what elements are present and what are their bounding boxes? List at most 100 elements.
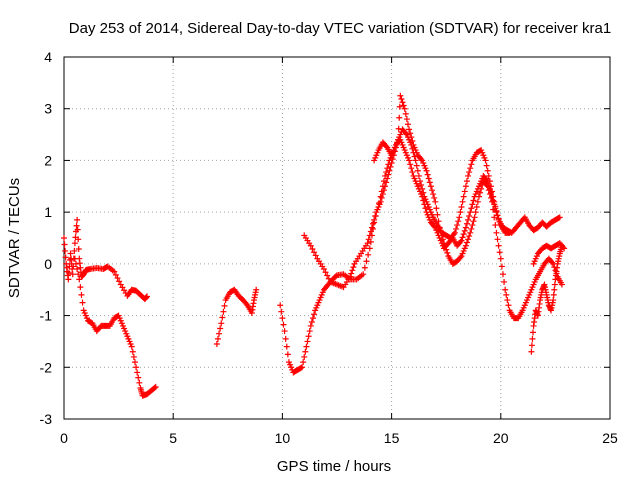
data-point xyxy=(372,213,379,220)
data-point xyxy=(453,225,460,232)
data-point xyxy=(322,269,329,276)
data-point xyxy=(489,193,496,200)
data-point xyxy=(496,218,503,225)
y-tick-label: 2 xyxy=(44,152,52,168)
data-point xyxy=(550,291,557,298)
data-point xyxy=(297,364,304,371)
data-point xyxy=(474,198,481,205)
data-point xyxy=(114,275,121,282)
tick-labels: 0 5 10 15 20 25 -3 -2 -1 0 1 2 3 4 xyxy=(40,49,618,446)
x-tick-label: 15 xyxy=(384,430,400,446)
data-point xyxy=(389,156,396,163)
x-tick-label: 0 xyxy=(60,430,68,446)
data-point xyxy=(459,198,466,205)
data-point xyxy=(78,291,85,298)
data-point xyxy=(284,351,291,358)
data-point xyxy=(307,242,314,249)
data-point xyxy=(485,181,492,188)
data-point xyxy=(496,249,503,256)
data-point xyxy=(282,335,289,342)
data-point xyxy=(431,223,438,230)
data-point xyxy=(130,353,137,360)
data-point xyxy=(555,214,562,221)
data-point xyxy=(409,169,416,176)
data-point xyxy=(303,343,310,350)
data-point xyxy=(494,212,501,219)
data-point xyxy=(415,172,422,179)
data-point xyxy=(370,220,377,227)
series-arc-5 xyxy=(301,92,565,322)
data-point xyxy=(363,258,370,265)
data-point xyxy=(561,245,568,252)
data-point xyxy=(73,260,80,267)
data-point xyxy=(218,320,225,327)
data-point xyxy=(461,227,468,234)
data-point xyxy=(465,216,472,223)
data-point xyxy=(550,297,557,304)
data-point xyxy=(406,157,413,164)
data-point xyxy=(425,175,432,182)
data-point xyxy=(482,157,489,164)
data-point xyxy=(455,218,462,225)
data-point xyxy=(551,281,558,288)
y-axis-label: SDTVAR / TECUs xyxy=(6,178,23,298)
data-point xyxy=(62,247,69,254)
data-point xyxy=(458,237,465,244)
data-point xyxy=(134,369,141,376)
data-point xyxy=(382,183,389,190)
data-point xyxy=(320,266,327,273)
y-tick-label: 3 xyxy=(44,101,52,117)
data-point xyxy=(494,236,501,243)
data-point xyxy=(412,157,419,164)
data-point xyxy=(528,348,535,355)
data-point xyxy=(309,315,316,322)
data-point xyxy=(385,171,392,178)
data-point xyxy=(462,183,469,190)
y-tick-label: -3 xyxy=(40,411,53,427)
data-point xyxy=(217,325,224,332)
data-point xyxy=(418,156,425,163)
data-point xyxy=(556,214,563,221)
data-point xyxy=(462,242,469,249)
data-point xyxy=(492,222,499,229)
data-point xyxy=(388,160,395,167)
data-point xyxy=(324,272,331,279)
data-point xyxy=(404,121,411,128)
data-point xyxy=(253,286,260,293)
data-point xyxy=(504,297,511,304)
data-point xyxy=(278,308,285,315)
data-point xyxy=(477,189,484,196)
data-point xyxy=(451,229,458,236)
data-point xyxy=(408,134,415,141)
data-point xyxy=(387,163,394,170)
data-point xyxy=(65,276,72,283)
x-tick-label: 25 xyxy=(602,430,618,446)
data-point xyxy=(486,185,493,192)
data-point xyxy=(423,167,430,174)
data-point xyxy=(116,278,123,285)
data-point xyxy=(409,138,416,145)
data-point xyxy=(400,102,407,109)
data-point xyxy=(473,203,480,210)
data-point xyxy=(434,211,441,218)
data-point xyxy=(493,209,500,216)
data-point xyxy=(306,328,313,335)
data-point xyxy=(503,291,510,298)
data-point xyxy=(433,205,440,212)
data-point xyxy=(469,222,476,229)
data-point xyxy=(143,293,150,300)
data-point xyxy=(420,197,427,204)
series-arc-8 xyxy=(530,240,568,267)
data-point xyxy=(67,250,74,257)
data-point xyxy=(308,319,315,326)
data-point xyxy=(506,229,513,236)
x-tick-label: 20 xyxy=(493,430,509,446)
data-point xyxy=(367,228,374,235)
data-point xyxy=(414,167,421,174)
data-point xyxy=(75,245,82,252)
data-point xyxy=(429,187,436,194)
data-point xyxy=(305,333,312,340)
data-point xyxy=(401,105,408,112)
data-point xyxy=(133,364,140,371)
data-point xyxy=(469,201,476,208)
